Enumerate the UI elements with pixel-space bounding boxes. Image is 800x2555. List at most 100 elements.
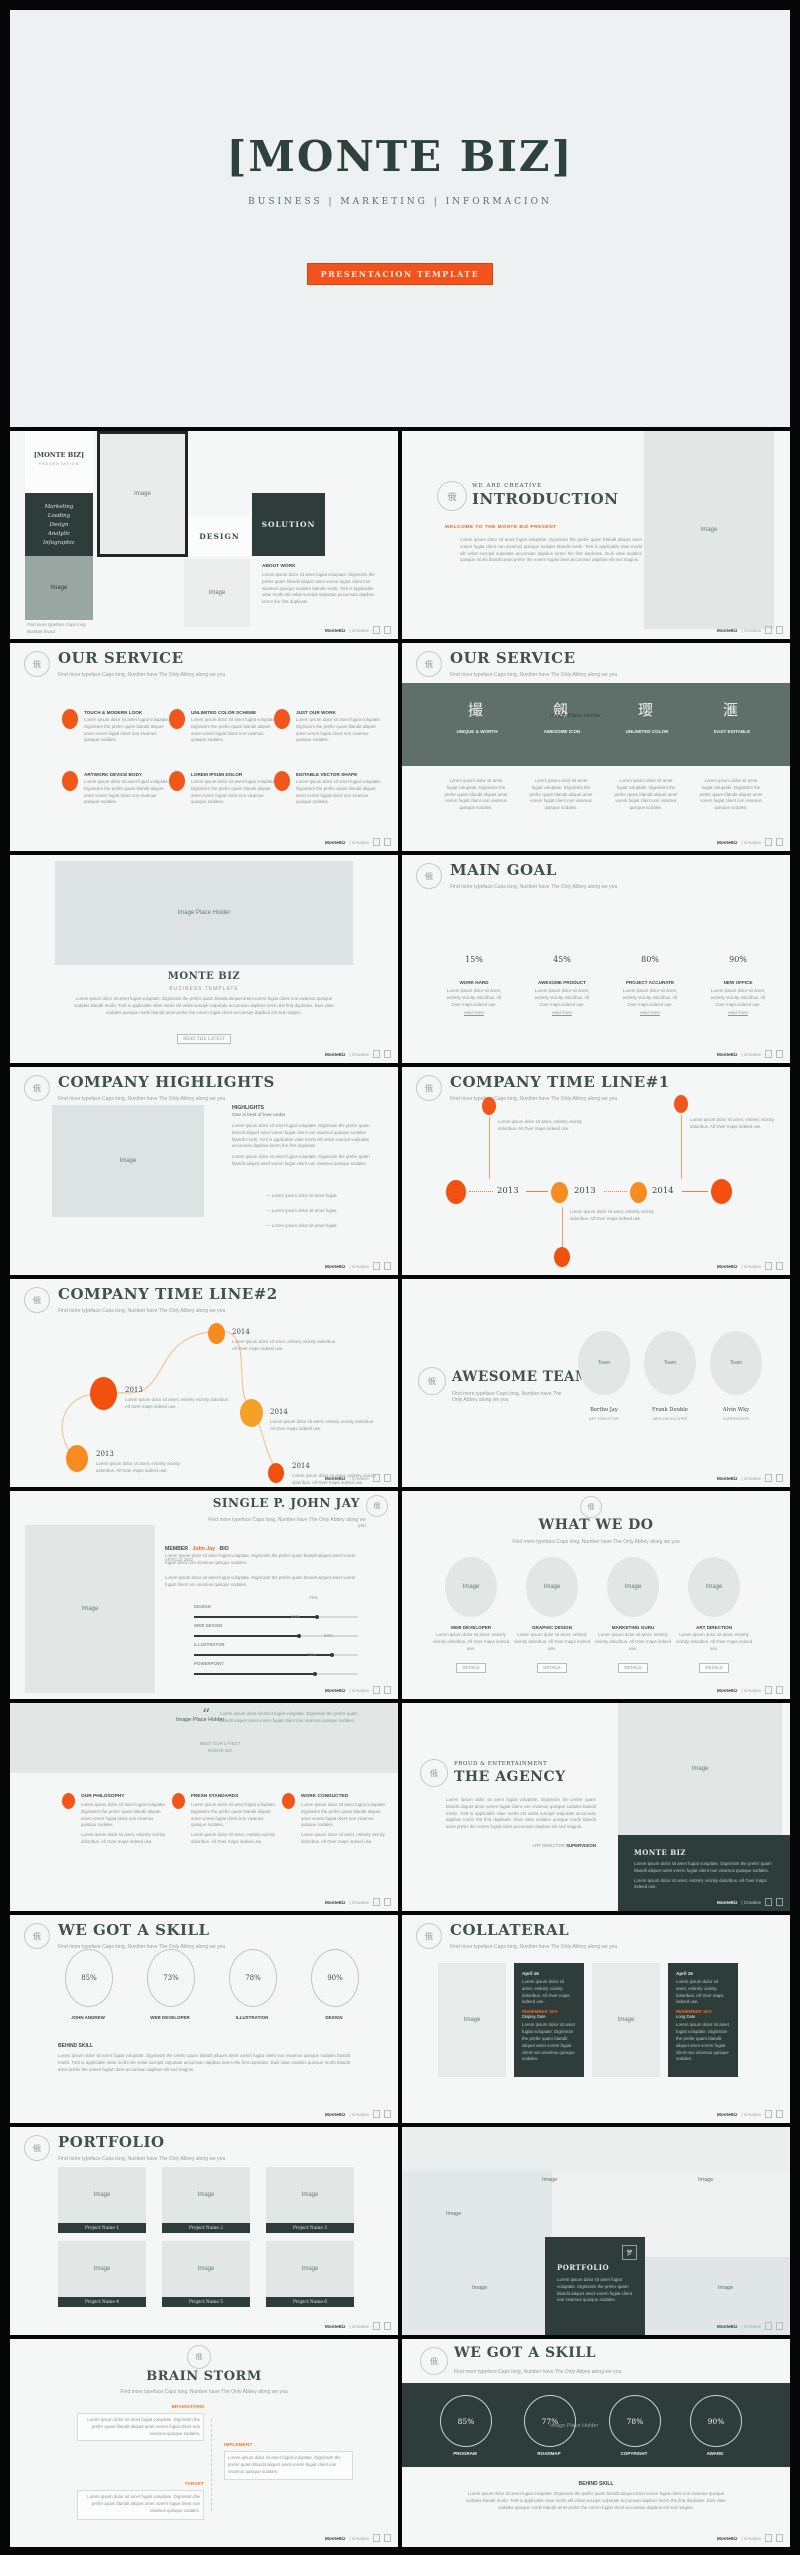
- slide-07-company-highlights[interactable]: 俄 COMPANY HIGHLIGHTS Find more typeface …: [10, 1067, 398, 1275]
- slide-19-brain-storm[interactable]: 俄 BRAIN STORM Find more typeface Caps lo…: [10, 2339, 398, 2547]
- skill-slider[interactable]: ILLUSTRATOR 84%: [194, 1633, 358, 1657]
- menu-item[interactable]: Infographic: [43, 539, 75, 546]
- footer-icon[interactable]: [384, 1898, 391, 1906]
- footer-icon[interactable]: [776, 838, 783, 846]
- details-button[interactable]: DETAILS: [618, 1662, 648, 1673]
- footer-icon[interactable]: [776, 626, 783, 634]
- timeline-node[interactable]: [446, 1180, 466, 1204]
- footer-icon[interactable]: [373, 1474, 380, 1482]
- footer-icon[interactable]: [384, 1262, 391, 1270]
- portfolio-card[interactable]: Image Project Name 3: [266, 2167, 354, 2233]
- timeline-node[interactable]: [551, 1182, 568, 1203]
- timeline-node[interactable]: [66, 1445, 88, 1472]
- timeline-node[interactable]: [268, 1463, 284, 1483]
- footer-icon[interactable]: [384, 626, 391, 634]
- timeline-node[interactable]: [208, 1323, 225, 1344]
- read-latest-button[interactable]: READ THE LATEST: [177, 1033, 231, 1044]
- timeline-node[interactable]: [711, 1179, 732, 1204]
- footer-icon[interactable]: [776, 2534, 783, 2542]
- service-dot: [169, 709, 185, 729]
- footer-icon[interactable]: [776, 2322, 783, 2330]
- footer-icon[interactable]: [776, 1898, 783, 1906]
- details-button[interactable]: DETAILS: [456, 1662, 486, 1673]
- footer-icon[interactable]: [373, 1686, 380, 1694]
- footer-icon[interactable]: [384, 1050, 391, 1058]
- portfolio-card[interactable]: Image Project Name 4: [58, 2241, 146, 2307]
- slide-12-what-we-do[interactable]: 俄 WHAT WE DO Find more typeface Caps lon…: [402, 1491, 790, 1699]
- timeline-node[interactable]: [240, 1399, 263, 1427]
- slide-06-main-goal[interactable]: 俄 MAIN GOAL Find more typeface Caps long…: [402, 855, 790, 1063]
- footer-icon[interactable]: [373, 2322, 380, 2330]
- member-image: Image: [25, 1525, 155, 1693]
- slide-13-quote-points[interactable]: Image Place Holder “ Lorem ipsum dolor s…: [10, 1703, 398, 1911]
- slide-05-about-brand[interactable]: Image Place Holder MONTE BIZ BUSINESS TE…: [10, 855, 398, 1063]
- footer-icon[interactable]: [373, 2534, 380, 2542]
- footer-icon[interactable]: [765, 838, 772, 846]
- goal-more[interactable]: read more: [551, 1010, 572, 1016]
- slide-02-introduction[interactable]: 俄 WE ARE CREATIVE INTRODUCTION WELCOME T…: [402, 431, 790, 639]
- footer-icon[interactable]: [384, 2534, 391, 2542]
- details-button[interactable]: DETAILS: [537, 1662, 567, 1673]
- slide-03-our-service[interactable]: 俄 OUR SERVICE Find more typeface Caps lo…: [10, 643, 398, 851]
- footer-icon[interactable]: [384, 2322, 391, 2330]
- footer-icon[interactable]: [765, 1898, 772, 1906]
- skill-slider[interactable]: POWERPOINT 74%: [194, 1652, 358, 1676]
- footer-icon[interactable]: [765, 626, 772, 634]
- footer-icon[interactable]: [765, 1686, 772, 1694]
- footer-icon[interactable]: [765, 2534, 772, 2542]
- menu-item[interactable]: Marketing: [44, 504, 74, 510]
- slide-15-skills[interactable]: 俄 WE GOT A SKILL Find more typeface Caps…: [10, 1915, 398, 2123]
- timeline-node[interactable]: [90, 1377, 117, 1410]
- goal-more[interactable]: read more: [727, 1010, 748, 1016]
- footer-icon[interactable]: [384, 1474, 391, 1482]
- goal-more[interactable]: read more: [639, 1010, 660, 1016]
- agency-link[interactable]: ART DIRECTOR SUPERVISION: [532, 1843, 596, 1848]
- slide-14-the-agency[interactable]: 俄 PROUD & ENTERTAINMENT THE AGENCY Lorem…: [402, 1703, 790, 1911]
- portfolio-card[interactable]: Image Project Name 1: [58, 2167, 146, 2233]
- menu-item[interactable]: Loading: [47, 512, 71, 519]
- slide-tagline: Find more typeface Caps long, Number hav…: [450, 884, 618, 890]
- footer-icon[interactable]: [765, 1474, 772, 1482]
- footer-icon[interactable]: [776, 2110, 783, 2118]
- portfolio-card[interactable]: Image Project Name 5: [162, 2241, 250, 2307]
- timeline-node[interactable]: [630, 1182, 647, 1203]
- footer-icon[interactable]: [373, 838, 380, 846]
- footer-icon[interactable]: [765, 1262, 772, 1270]
- slide-20-skills-dark[interactable]: 俄 WE GOT A SKILL Find more typeface Caps…: [402, 2339, 790, 2547]
- agency-body: Lorem ipsum dolor sit amet fugiat volupt…: [446, 1797, 596, 1830]
- slide-09-timeline-2[interactable]: 俄 COMPANY TIME LINE#2 Find more typeface…: [10, 1279, 398, 1487]
- slide-16-collateral[interactable]: 俄 COLLATERAL Find more typeface Caps lon…: [402, 1915, 790, 2123]
- team-member: Frank Double WEB DEVELOPER: [652, 1407, 688, 1421]
- footer-icon[interactable]: [373, 1262, 380, 1270]
- footer-icon[interactable]: [776, 1050, 783, 1058]
- footer-icon[interactable]: [373, 626, 380, 634]
- menu-item[interactable]: Design: [49, 521, 69, 528]
- goal-more[interactable]: read more: [463, 1010, 484, 1016]
- slide-04-our-service-alt[interactable]: 俄 OUR SERVICE Find more typeface Caps lo…: [402, 643, 790, 851]
- footer-icon[interactable]: [765, 2110, 772, 2118]
- footer-icon[interactable]: [373, 1050, 380, 1058]
- skill-slider[interactable]: WEB DESIGN 64%: [194, 1614, 358, 1638]
- footer-icon[interactable]: [384, 1686, 391, 1694]
- portfolio-card[interactable]: Image Project Name 6: [266, 2241, 354, 2307]
- slide-01-cover[interactable]: [MONTE BIZ] PRESENTATION Marketing Loadi…: [10, 431, 398, 639]
- menu-item[interactable]: Analytic: [47, 530, 71, 537]
- portfolio-card[interactable]: Image Project Name 2: [162, 2167, 250, 2233]
- presentation-template-button[interactable]: PRESENTACION TEMPLATE: [306, 263, 494, 285]
- footer-icon[interactable]: [373, 1898, 380, 1906]
- footer-icon[interactable]: [765, 1050, 772, 1058]
- footer-icon[interactable]: [765, 2322, 772, 2330]
- footer-icon[interactable]: [776, 1686, 783, 1694]
- details-button[interactable]: DETAILS: [699, 1662, 729, 1673]
- footer-icon[interactable]: [776, 1262, 783, 1270]
- slide-08-timeline-1[interactable]: 俄 COMPANY TIME LINE#1 Find more typeface…: [402, 1067, 790, 1275]
- slide-11-member-bio[interactable]: SINGLE P. JOHN JAY 俄 Find more typeface …: [10, 1491, 398, 1699]
- slide-18-portfolio-collage[interactable]: Image Image Image Image Image 梦 PORTFOLI…: [402, 2127, 790, 2335]
- footer-icon[interactable]: [776, 1474, 783, 1482]
- slide-10-awesome-team[interactable]: 俄 AWESOME TEAM Find more typeface Caps l…: [402, 1279, 790, 1487]
- footer-icon[interactable]: [384, 838, 391, 846]
- footer-icon[interactable]: [384, 2110, 391, 2118]
- slide-17-portfolio-grid[interactable]: 俄 PORTFOLIO Find more typeface Caps long…: [10, 2127, 398, 2335]
- footer-icon[interactable]: [373, 2110, 380, 2118]
- skill-slider[interactable]: DESIGN 75%: [194, 1595, 358, 1619]
